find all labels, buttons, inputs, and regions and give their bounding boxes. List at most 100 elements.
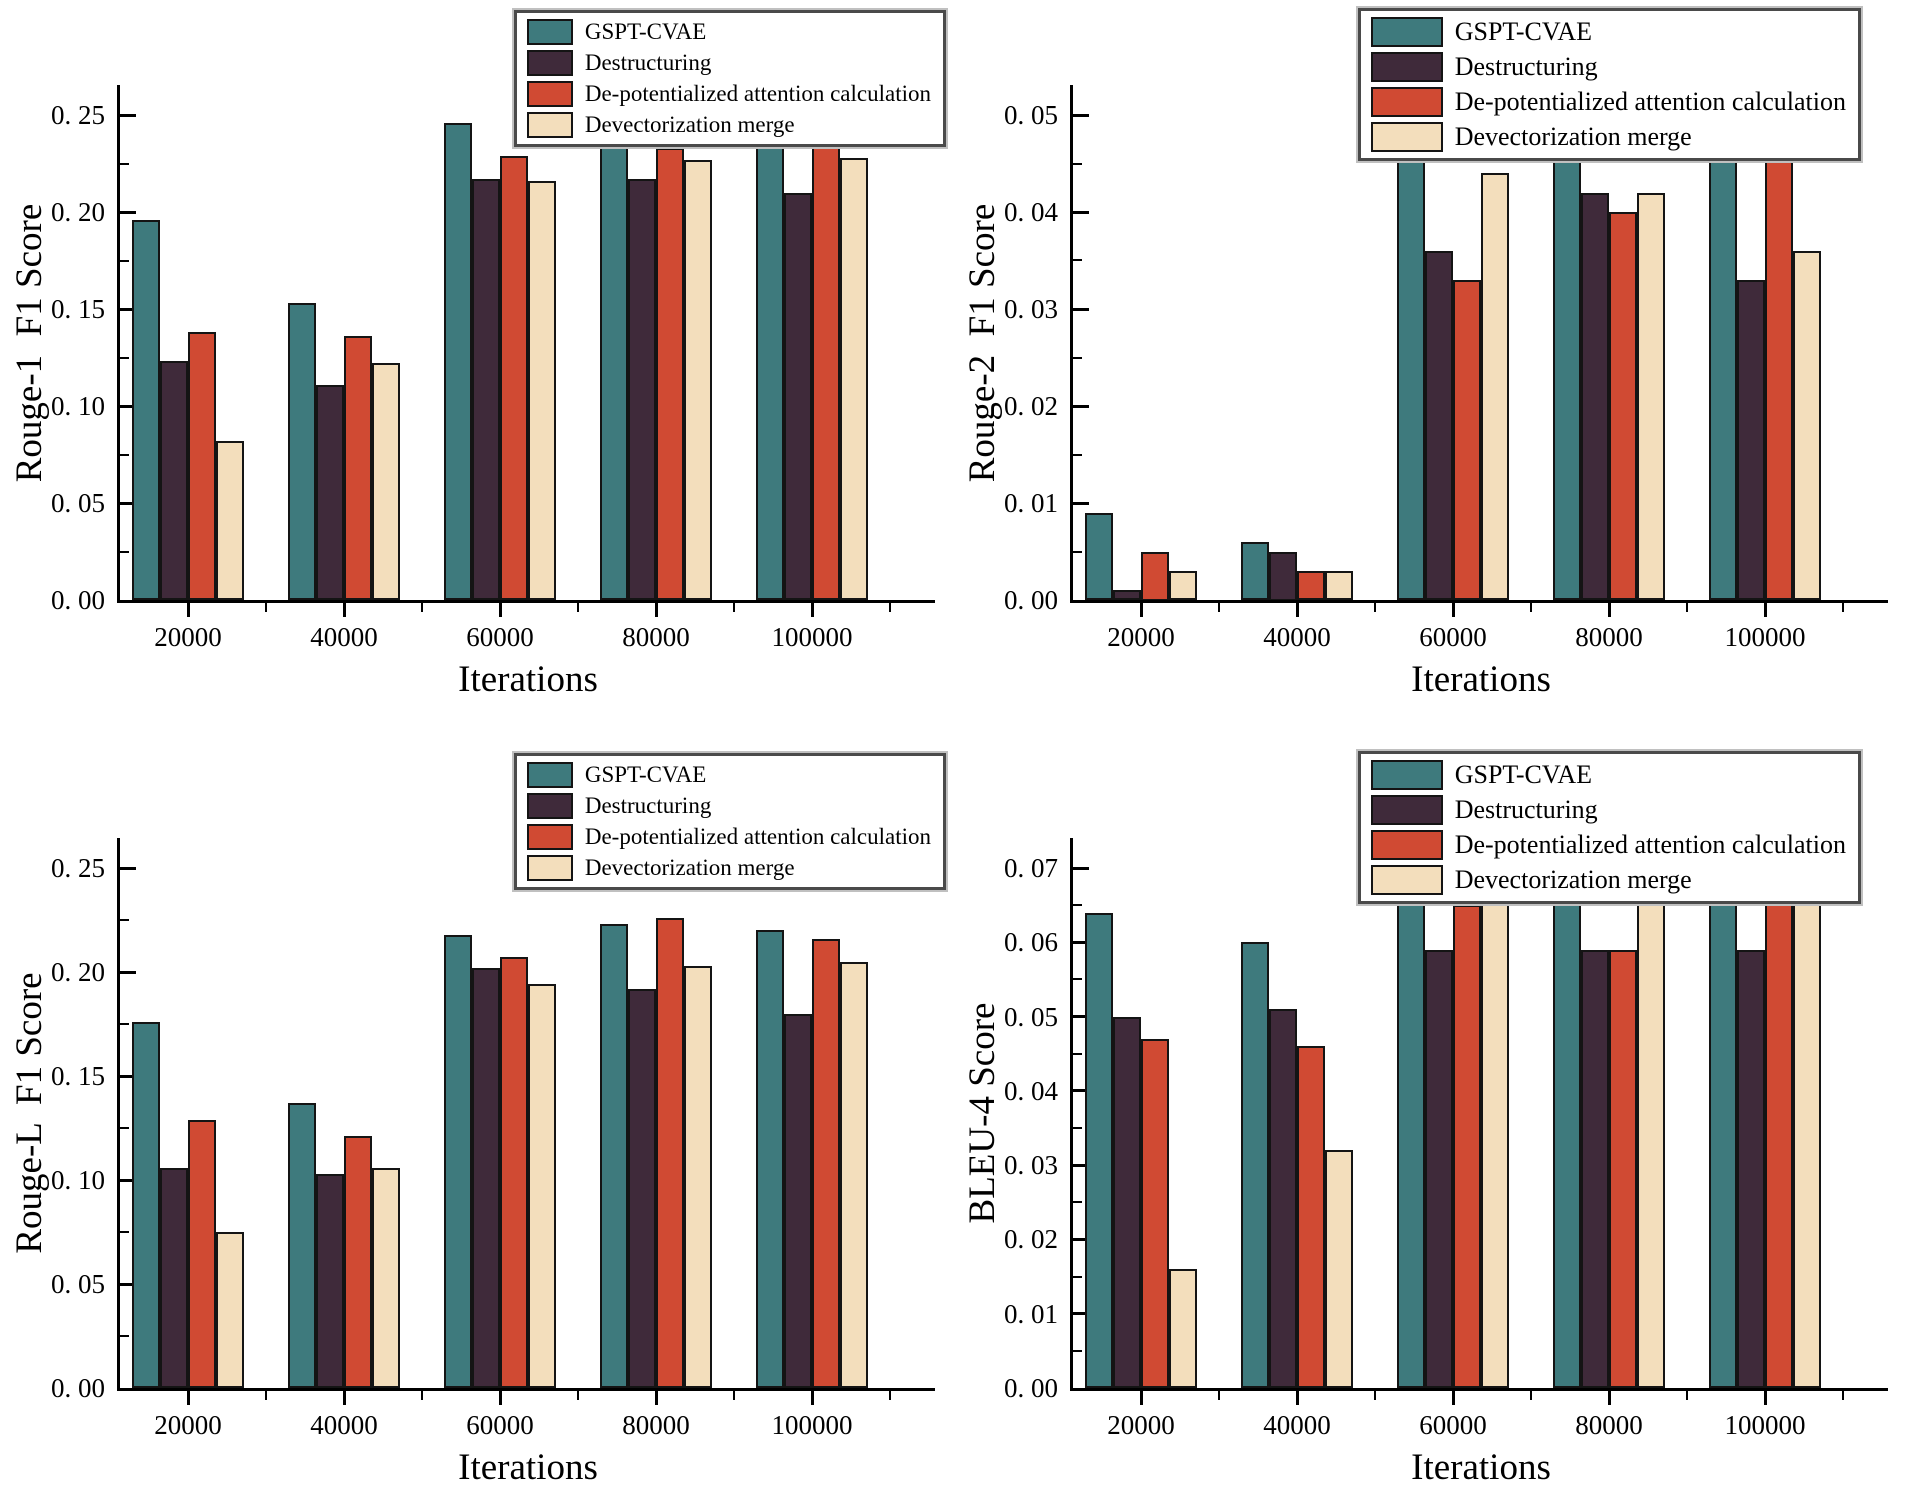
y-tick-label: 0. 07 xyxy=(1004,853,1058,883)
legend-item: Destructuring xyxy=(526,50,931,76)
bar xyxy=(812,138,840,600)
y-tick xyxy=(120,502,136,505)
y-minor-tick xyxy=(1073,551,1082,553)
x-axis xyxy=(117,1388,935,1391)
x-minor-tick xyxy=(1686,1391,1688,1400)
y-minor-tick xyxy=(1073,1350,1082,1352)
bar xyxy=(756,930,784,1388)
bar xyxy=(1085,513,1113,600)
x-tick-label: 100000 xyxy=(1724,1410,1806,1440)
x-minor-tick xyxy=(1218,603,1220,612)
x-tick-label: 60000 xyxy=(466,622,534,652)
bar xyxy=(188,332,216,600)
bar xyxy=(444,935,472,1388)
bar xyxy=(1297,1046,1325,1388)
y-tick-label: 0. 03 xyxy=(1004,1150,1058,1180)
y-tick xyxy=(1073,405,1089,408)
legend-item: De-potentialized attention calculation xyxy=(1370,830,1846,860)
y-tick xyxy=(1073,867,1089,870)
y-tick-label: 0. 05 xyxy=(1004,1002,1058,1032)
y-minor-tick xyxy=(1073,1276,1082,1278)
y-tick xyxy=(1073,941,1089,944)
bar xyxy=(1609,950,1637,1388)
x-tick xyxy=(1452,1391,1455,1405)
bar xyxy=(1425,251,1453,600)
bar xyxy=(756,129,784,600)
y-axis-title: Rouge-L F1 Score xyxy=(9,972,50,1254)
x-tick xyxy=(1296,603,1299,617)
y-tick xyxy=(120,308,136,311)
legend-label: De-potentialized attention calculation xyxy=(584,824,931,849)
legend-item: De-potentialized attention calculation xyxy=(526,81,931,107)
x-tick-label: 40000 xyxy=(310,1410,378,1440)
x-minor-tick xyxy=(421,603,423,612)
x-tick xyxy=(499,1391,502,1405)
y-axis-title: Rouge-2 F1 Score xyxy=(962,203,1003,483)
legend-label: GSPT-CVAE xyxy=(584,19,707,44)
y-axis xyxy=(1070,85,1073,603)
x-tick-label: 100000 xyxy=(771,1410,853,1440)
bar xyxy=(472,968,500,1388)
bar xyxy=(840,962,868,1388)
bar xyxy=(656,148,684,600)
y-tick-label: 0. 15 xyxy=(51,1061,105,1091)
y-axis-title: BLEU-4 Score xyxy=(962,1002,1003,1224)
x-tick-label: 20000 xyxy=(1107,622,1175,652)
legend-label: De-potentialized attention calculation xyxy=(584,81,931,106)
x-tick-label: 40000 xyxy=(310,622,378,652)
bar xyxy=(372,1168,400,1388)
y-tick-label: 0. 03 xyxy=(1004,294,1058,324)
bar xyxy=(444,123,472,600)
x-axis xyxy=(117,600,935,603)
legend-label: GSPT-CVAE xyxy=(584,762,707,787)
y-tick xyxy=(120,211,136,214)
bar xyxy=(1793,898,1821,1388)
bar xyxy=(1793,251,1821,600)
y-tick-label: 0. 20 xyxy=(51,957,105,987)
x-tick xyxy=(1296,1391,1299,1405)
x-minor-tick xyxy=(1218,1391,1220,1400)
y-tick-label: 0. 10 xyxy=(51,391,105,421)
y-minor-tick xyxy=(1073,1127,1082,1129)
legend-label: De-potentialized attention calculation xyxy=(1454,830,1846,859)
bar xyxy=(472,179,500,600)
legend: GSPT-CVAE Destructuring De-potentialized a… xyxy=(511,8,949,149)
y-tick xyxy=(1073,308,1089,311)
legend-swatch xyxy=(1370,52,1443,82)
legend-label: Devectorization merge xyxy=(1454,122,1692,151)
legend-swatch xyxy=(1370,865,1443,895)
x-tick-label: 80000 xyxy=(1575,1410,1643,1440)
x-minor-tick xyxy=(889,603,891,612)
bar xyxy=(784,193,812,600)
y-tick xyxy=(120,1179,136,1182)
y-minor-tick xyxy=(120,919,129,921)
x-minor-tick xyxy=(577,1391,579,1400)
x-minor-tick xyxy=(733,1391,735,1400)
x-tick-label: 60000 xyxy=(466,1410,534,1440)
legend-swatch xyxy=(1370,830,1443,860)
legend-swatch xyxy=(526,81,573,107)
x-minor-tick xyxy=(1686,603,1688,612)
bar xyxy=(812,939,840,1388)
bar xyxy=(1113,590,1141,600)
y-minor-tick xyxy=(120,1127,129,1129)
bar xyxy=(1453,905,1481,1388)
x-minor-tick xyxy=(1530,603,1532,612)
x-tick-label: 60000 xyxy=(1419,622,1487,652)
y-axis xyxy=(117,838,120,1391)
bar xyxy=(1169,1269,1197,1388)
x-tick xyxy=(499,603,502,617)
bar xyxy=(1269,552,1297,601)
bar xyxy=(1581,193,1609,600)
bar xyxy=(1397,144,1425,600)
chart-rouge1-f1: 0. 00 0. 05 0. 10 0. 15 0. 20 0. 25 20000 40000… xyxy=(0,0,952,743)
bar xyxy=(1553,134,1581,600)
bar xyxy=(528,181,556,600)
bar xyxy=(1085,913,1113,1388)
y-minor-tick xyxy=(120,551,129,553)
x-minor-tick xyxy=(421,1391,423,1400)
y-minor-tick xyxy=(1073,978,1082,980)
bar xyxy=(1169,571,1197,600)
x-minor-tick xyxy=(1374,603,1376,612)
